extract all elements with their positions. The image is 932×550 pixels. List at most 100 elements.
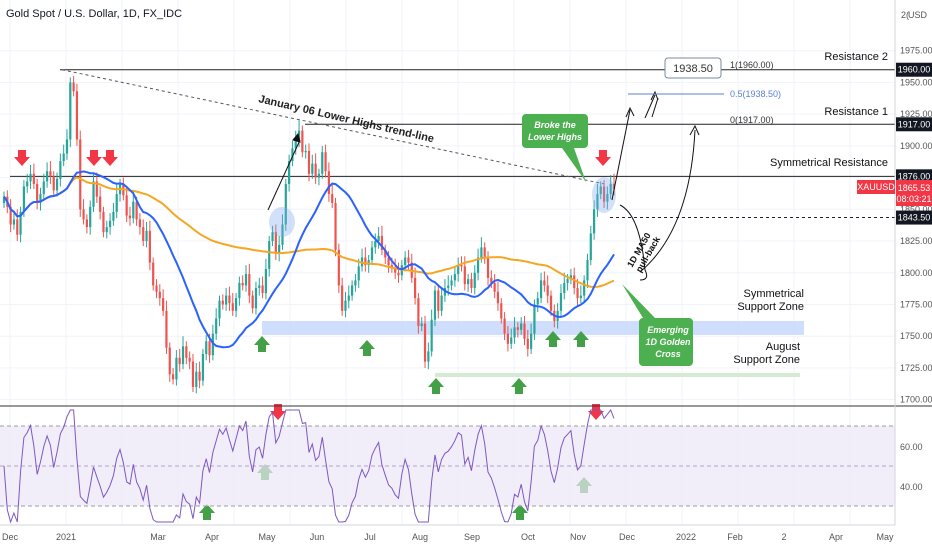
candle-body [530,333,533,349]
breakout-arrowhead [625,106,635,118]
candle-body [268,241,271,269]
candle-body [92,181,95,207]
candle-body [288,161,291,184]
green-up-arrow [545,331,561,347]
candle-body [563,282,566,294]
candle-body [470,279,473,288]
time-tick: 2022 [676,532,696,542]
resistance-1-label: Resistance 1 [824,106,888,118]
candle-body [195,371,198,387]
recovery-path [639,129,696,273]
candle-body [493,282,496,292]
candle-body [32,173,35,184]
candle-body [261,285,264,294]
candle-body [75,91,79,140]
candle-body [526,338,529,349]
time-tick: Jul [364,532,376,542]
gc-line-2: 1D Golden [645,337,691,347]
candle-body [569,275,573,280]
candle-body [417,298,420,327]
candle-body [168,347,171,375]
candle-body [52,176,55,191]
lower-highs-trendline [61,69,605,185]
candle-body [22,186,25,212]
candle-body [331,194,334,203]
candle-body [49,171,52,177]
breakout-path [611,109,631,201]
time-tick: Nov [570,532,587,542]
candle-body [145,230,148,242]
candle-body [248,274,251,296]
candle-body [430,319,433,352]
candle-body [12,219,16,225]
time-tick: Mar [150,532,166,542]
ma50-line [3,170,615,349]
candle-body [142,227,145,242]
candle-body [198,371,201,381]
price-tick: 1900.00 [900,141,932,151]
candle-body [95,181,98,197]
candle-body [460,265,463,267]
candle-body [284,183,287,225]
candle-body [85,219,88,228]
chart-title: Gold Spot / U.S. Dollar, 1D, FX_IDC [6,8,183,20]
time-tick: 2021 [56,532,76,542]
time-axis: Dec 2021 Mar Apr May Jun Jul Aug Sep Oct Nov Dec 202… [2,532,894,542]
candle-body [102,211,105,233]
candle-body [546,285,549,296]
candle-body [397,272,400,276]
candle-body [99,196,102,212]
candle-body [463,266,466,285]
candle-body [513,327,516,338]
candle-body [264,268,268,294]
candle-body [334,202,337,250]
last-price-tag: XAUUSD 1865.53 08:03:21 [857,180,932,206]
candle-body [327,171,330,195]
candle-body [520,323,523,330]
candle-body [135,201,138,220]
candle-body [341,285,344,311]
candle-body [152,262,155,286]
candle-body [158,291,161,299]
candle-body [171,374,175,380]
august-support-zone [435,373,800,378]
candle-body [254,287,258,309]
candle-body [2,196,6,203]
candle-body [539,280,543,299]
candle-body [476,257,480,273]
candle-body [208,341,211,356]
price-tick: 1975.00 [900,46,932,56]
candle-body [162,298,165,311]
gc-line-1: Emerging [647,325,689,335]
candle-body [42,181,45,195]
candle-body [496,291,500,304]
countdown: 08:03:21 [896,194,931,204]
candle-body [314,163,317,178]
candle-body [447,285,450,288]
candle-body [384,249,387,258]
candle-body [175,357,178,380]
candle-body [258,285,261,288]
candle-body [304,150,307,153]
candle-body [125,195,128,216]
aug-zone-label-2: Support Zone [733,354,800,366]
candle-body [234,298,238,311]
aug-zone-label-1: August [766,341,800,353]
candle-body [65,139,69,154]
level-tag-box [896,117,932,132]
signal-arrows [14,150,611,520]
candle-body [297,130,301,140]
target-path-a [644,94,656,119]
time-tick: Dec [619,532,636,542]
red-down-arrow [588,404,604,420]
candle-body [503,318,506,334]
candle-body [178,357,181,365]
candle-body [278,244,281,254]
candle-body [589,233,592,261]
candle-body [148,230,151,263]
candle-body [238,282,241,299]
fib-05-label: 0.5(1938.50) [730,89,781,99]
time-tick: Apr [829,532,843,542]
candle-body [413,277,417,299]
